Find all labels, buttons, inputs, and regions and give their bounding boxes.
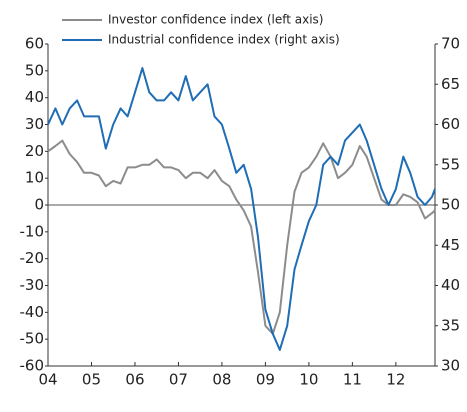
y-tick-label: 20 xyxy=(25,142,44,160)
y-tick-label: 60 xyxy=(25,35,44,53)
x-tick-label: 12 xyxy=(386,371,405,389)
y-tick-label: 30 xyxy=(25,115,44,133)
y2-tick-label: 70 xyxy=(441,35,460,53)
y2-tick-label: 35 xyxy=(441,316,460,334)
legend: Investor confidence index (left axis) Ind… xyxy=(62,13,340,47)
y2-tick-label: 45 xyxy=(441,236,460,254)
legend-label: Investor confidence index (left axis) xyxy=(108,13,323,27)
x-tick-label: 06 xyxy=(125,371,144,389)
x-tick-label: 08 xyxy=(212,371,231,389)
y2-tick-label: 40 xyxy=(441,276,460,294)
y-tick-label: 10 xyxy=(25,169,44,187)
y-tick-label: 50 xyxy=(25,61,44,79)
series-line xyxy=(47,67,436,351)
legend-label: Industrial confidence index (right axis) xyxy=(108,33,340,47)
y-tick-label: -40 xyxy=(20,303,45,321)
y-tick-label: -50 xyxy=(20,330,45,348)
x-tick-label: 07 xyxy=(169,371,188,389)
y2-tick-label: 65 xyxy=(441,75,460,93)
x-tick-label: 09 xyxy=(256,371,275,389)
x-tick-label: 04 xyxy=(38,371,57,389)
y-tick-label: -10 xyxy=(20,222,45,240)
x-tick-label: 05 xyxy=(82,371,101,389)
y2-tick-label: 55 xyxy=(441,155,460,173)
y-tick-label: -20 xyxy=(20,249,45,267)
y2-tick-label: 30 xyxy=(441,357,460,375)
y-tick-label: 40 xyxy=(25,88,44,106)
y2-tick-label: 60 xyxy=(441,115,460,133)
y2-tick-label: 50 xyxy=(441,196,460,214)
x-tick-label: 10 xyxy=(299,371,318,389)
y-tick-label: -30 xyxy=(20,276,45,294)
series-line xyxy=(47,139,436,335)
y-tick-label: -60 xyxy=(20,357,45,375)
y-tick-label: 0 xyxy=(34,196,44,214)
x-tick-label: 11 xyxy=(343,371,362,389)
